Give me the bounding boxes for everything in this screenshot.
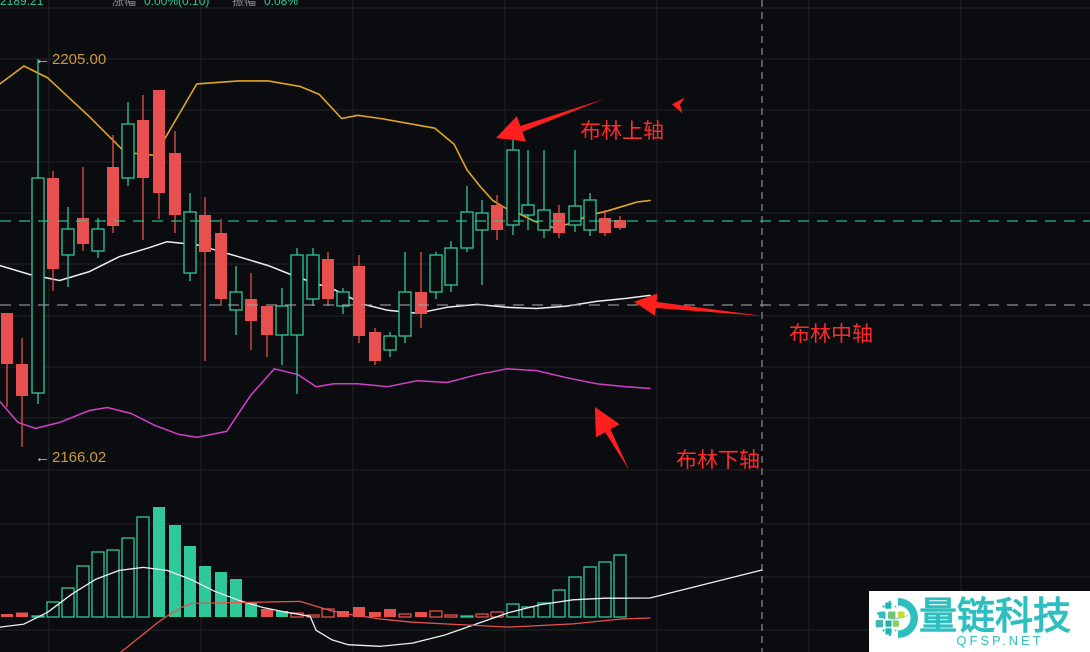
svg-text:布林中轴: 布林中轴 xyxy=(789,323,873,346)
svg-text:布林上轴: 布林上轴 xyxy=(580,120,664,143)
svg-text:←: ← xyxy=(35,449,50,466)
svg-text:←: ← xyxy=(35,51,50,68)
svg-text:0.00%(0.10): 0.00%(0.10) xyxy=(144,0,209,8)
svg-text:0.08%: 0.08% xyxy=(264,0,298,8)
svg-text:2166.02: 2166.02 xyxy=(52,449,106,466)
svg-text:振幅: 振幅 xyxy=(232,0,256,8)
svg-text:2189.21: 2189.21 xyxy=(0,0,44,8)
svg-text:涨幅: 涨幅 xyxy=(112,0,136,8)
svg-text:量链科技: 量链科技 xyxy=(919,596,1071,638)
svg-text:2205.00: 2205.00 xyxy=(52,51,106,68)
svg-text:QFSP.NET: QFSP.NET xyxy=(956,633,1043,648)
svg-text:布林下轴: 布林下轴 xyxy=(676,449,760,472)
